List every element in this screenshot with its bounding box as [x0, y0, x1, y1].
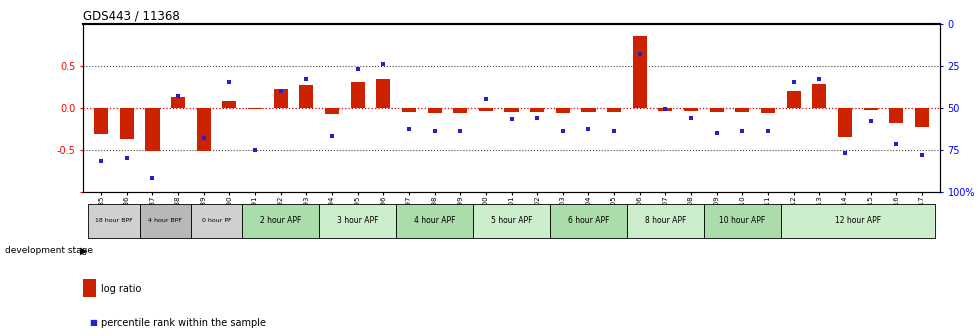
Bar: [780, 204, 934, 238]
Text: 2 hour APF: 2 hour APF: [260, 216, 301, 225]
Bar: [191, 204, 242, 238]
Bar: [119, 108, 134, 139]
Bar: [247, 108, 262, 109]
Bar: [222, 101, 237, 108]
Text: 6 hour APF: 6 hour APF: [567, 216, 608, 225]
Bar: [146, 108, 159, 151]
Text: GDS443 / 11368: GDS443 / 11368: [83, 9, 180, 23]
Bar: [785, 91, 800, 108]
Bar: [453, 108, 467, 113]
Bar: [88, 204, 140, 238]
Bar: [325, 108, 338, 114]
Bar: [760, 108, 775, 114]
Bar: [472, 204, 550, 238]
Bar: [504, 108, 518, 112]
Bar: [550, 204, 626, 238]
Bar: [140, 204, 191, 238]
Bar: [684, 108, 697, 111]
Bar: [274, 89, 288, 108]
Text: 0 hour PF: 0 hour PF: [201, 218, 231, 223]
Text: ■: ■: [89, 318, 97, 327]
Bar: [632, 36, 646, 108]
Bar: [427, 108, 441, 114]
Bar: [350, 82, 365, 108]
Bar: [626, 204, 703, 238]
Text: 5 hour APF: 5 hour APF: [490, 216, 532, 225]
Text: 10 hour APF: 10 hour APF: [719, 216, 765, 225]
Bar: [376, 79, 390, 108]
Bar: [299, 85, 313, 108]
Text: 12 hour APF: 12 hour APF: [834, 216, 880, 225]
Bar: [703, 204, 780, 238]
Bar: [396, 204, 472, 238]
Bar: [171, 97, 185, 108]
Text: 4 hour APF: 4 hour APF: [414, 216, 455, 225]
Bar: [197, 108, 210, 151]
Bar: [812, 84, 825, 108]
Bar: [863, 108, 876, 110]
Bar: [242, 204, 319, 238]
Text: percentile rank within the sample: percentile rank within the sample: [101, 318, 266, 328]
Text: 3 hour APF: 3 hour APF: [336, 216, 378, 225]
Text: 8 hour APF: 8 hour APF: [645, 216, 686, 225]
Text: 18 hour BPF: 18 hour BPF: [95, 218, 133, 223]
Text: ▶: ▶: [80, 246, 88, 256]
Bar: [606, 108, 620, 112]
Bar: [94, 108, 109, 134]
Bar: [556, 108, 569, 113]
Bar: [529, 108, 544, 112]
Text: log ratio: log ratio: [101, 284, 141, 294]
Bar: [709, 108, 723, 112]
Bar: [319, 204, 396, 238]
Bar: [657, 108, 672, 111]
Bar: [913, 108, 928, 127]
Bar: [402, 108, 416, 112]
Text: 4 hour BPF: 4 hour BPF: [148, 218, 182, 223]
Bar: [837, 108, 851, 137]
Bar: [581, 108, 595, 112]
Bar: [734, 108, 748, 112]
Bar: [888, 108, 903, 123]
Bar: [478, 108, 493, 111]
Text: development stage: development stage: [5, 247, 93, 255]
